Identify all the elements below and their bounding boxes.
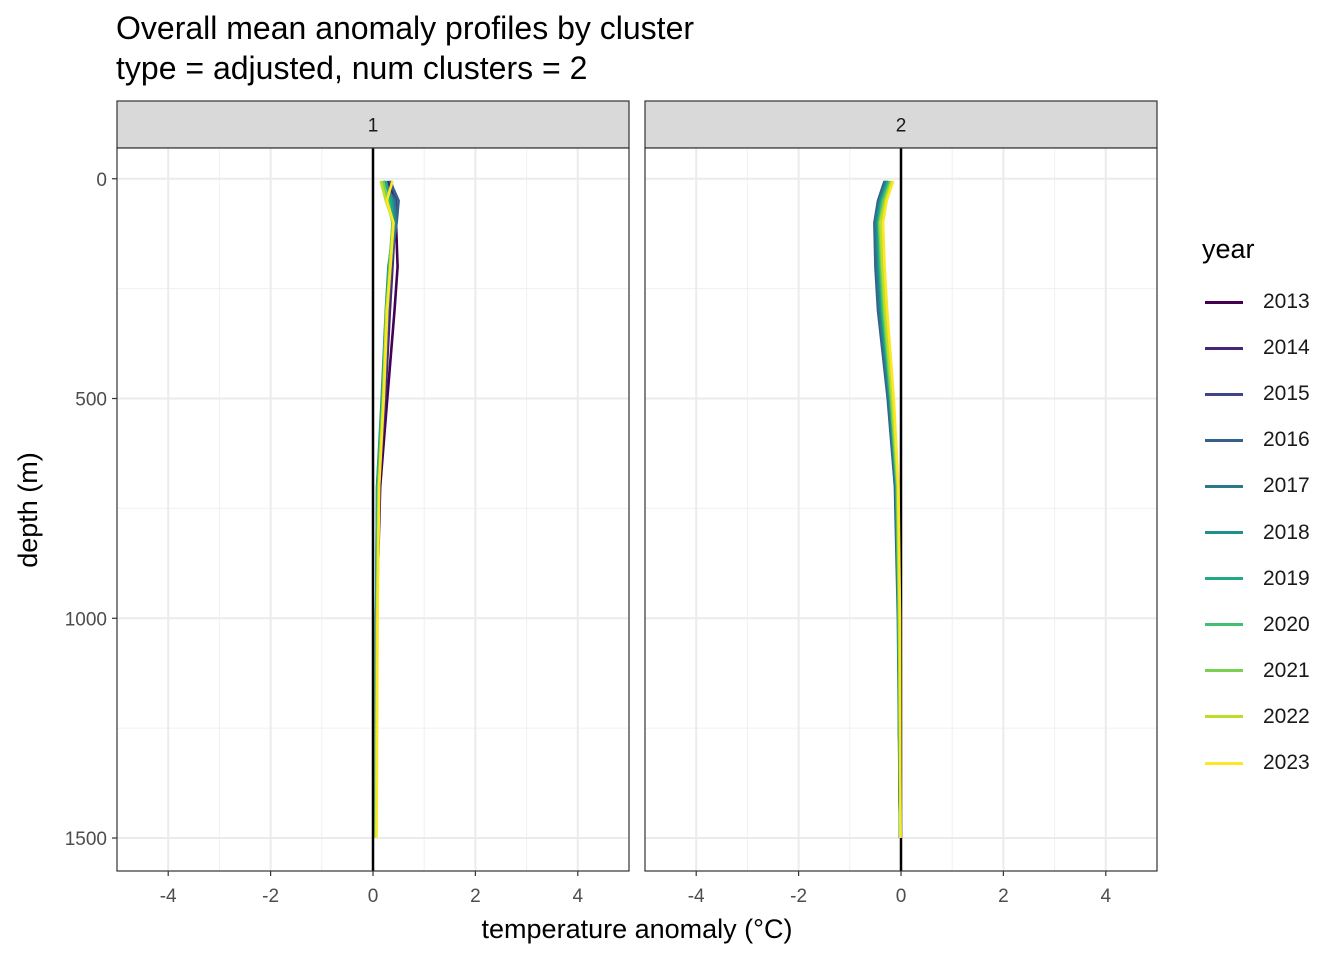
x-tick-label: 0 bbox=[368, 886, 379, 907]
y-tick-label: 0 bbox=[96, 170, 107, 191]
legend-swatch bbox=[1205, 715, 1243, 719]
legend-label: 2016 bbox=[1263, 428, 1310, 452]
legend-swatch bbox=[1205, 623, 1243, 627]
x-axis-title: temperature anomaly (°C) bbox=[482, 914, 793, 944]
x-tick-label: 0 bbox=[896, 886, 907, 907]
chart-title: Overall mean anomaly profiles by cluster bbox=[116, 10, 695, 46]
legend-label: 2017 bbox=[1263, 474, 1310, 498]
legend-swatch bbox=[1205, 669, 1243, 673]
legend-swatch bbox=[1205, 531, 1243, 534]
legend-swatch bbox=[1205, 577, 1243, 581]
legend-item-2018: 2018 bbox=[1205, 521, 1310, 545]
legend-swatch bbox=[1205, 438, 1243, 442]
x-tick-label: -4 bbox=[160, 886, 177, 907]
legend-label: 2015 bbox=[1263, 382, 1310, 406]
y-tick-label: 1000 bbox=[65, 609, 107, 630]
facet-strip-2 bbox=[644, 100, 1158, 149]
legend-item-2020: 2020 bbox=[1205, 613, 1310, 637]
legend-label: 2018 bbox=[1263, 520, 1310, 544]
x-tick-label: 2 bbox=[470, 886, 481, 907]
x-tick-label: -2 bbox=[262, 886, 279, 907]
legend-item-2017: 2017 bbox=[1205, 474, 1310, 498]
legend-item-2021: 2021 bbox=[1205, 659, 1310, 683]
x-tick-label: -2 bbox=[790, 886, 807, 907]
legend-label: 2019 bbox=[1263, 566, 1310, 590]
legend-item-2014: 2014 bbox=[1205, 336, 1310, 360]
legend-item-2023: 2023 bbox=[1205, 751, 1310, 775]
x-tick-label: 2 bbox=[998, 886, 1009, 907]
facet-strip-label: 1 bbox=[368, 116, 379, 137]
legend-item-2015: 2015 bbox=[1205, 382, 1310, 406]
legend-label: 2020 bbox=[1263, 612, 1310, 636]
legend-swatch bbox=[1205, 761, 1243, 765]
legend-label: 2023 bbox=[1263, 751, 1310, 774]
legend-swatch bbox=[1205, 300, 1243, 304]
series-line-2023 bbox=[375, 180, 395, 839]
y-tick-label: 500 bbox=[75, 390, 107, 411]
legend-item-2013: 2013 bbox=[1205, 290, 1310, 314]
facet-strip-label: 2 bbox=[896, 116, 907, 137]
x-tick-label: 4 bbox=[1101, 886, 1112, 907]
legend-title: year bbox=[1202, 234, 1255, 264]
legend-label: 2013 bbox=[1263, 290, 1310, 313]
legend-label: 2021 bbox=[1263, 658, 1310, 682]
legend-swatch bbox=[1205, 484, 1243, 488]
y-tick-label: 1500 bbox=[65, 829, 107, 850]
x-tick-label: -4 bbox=[688, 886, 705, 907]
legend-label: 2014 bbox=[1263, 336, 1310, 360]
legend-swatch bbox=[1205, 346, 1243, 350]
series-line-2023 bbox=[881, 180, 902, 839]
y-axis-title: depth (m) bbox=[13, 452, 43, 568]
legend-item-2022: 2022 bbox=[1205, 705, 1310, 729]
legend-swatch bbox=[1205, 392, 1243, 396]
legend-item-2019: 2019 bbox=[1205, 567, 1310, 591]
chart-subtitle: type = adjusted, num clusters = 2 bbox=[116, 50, 588, 86]
legend-label: 2022 bbox=[1263, 704, 1310, 728]
legend-item-2016: 2016 bbox=[1205, 428, 1310, 452]
x-tick-label: 4 bbox=[573, 886, 584, 907]
